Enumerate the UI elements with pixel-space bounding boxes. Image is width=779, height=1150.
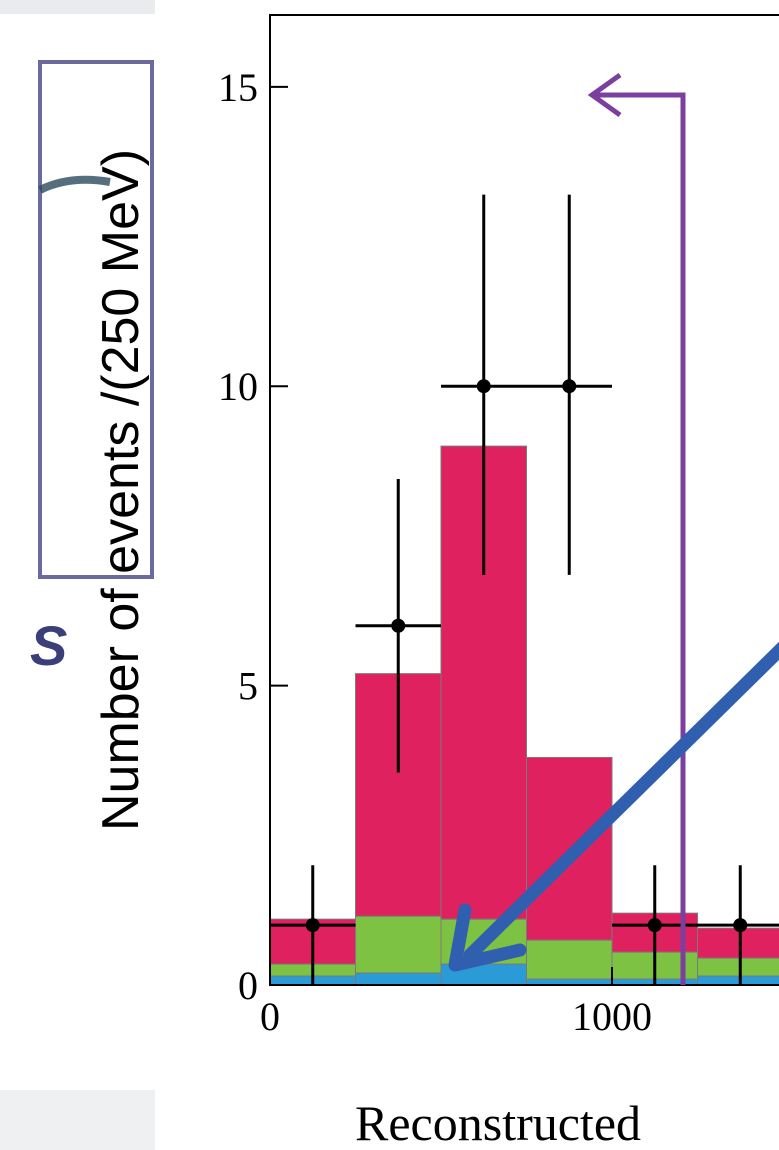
background-strip [0,0,155,14]
data-point [306,918,320,932]
data-point [477,379,491,393]
data-point [648,918,662,932]
background-strip [0,1090,155,1150]
data-point [562,379,576,393]
data-point [733,918,747,932]
bar-segment [698,976,779,985]
x-axis-label: Reconstructed [355,1095,641,1150]
y-tick-label: 5 [238,664,258,709]
data-point [391,619,405,633]
x-tick-label: 0 [260,994,280,1039]
slide: S 0 5 10 15 0 1000 Number of events /(250 MeV… [0,0,779,1150]
y-tick-label: 15 [218,65,258,110]
bar-segment [356,973,442,985]
bar-segment [698,928,779,958]
bars [270,195,779,985]
bar-segment [356,916,442,973]
x-tick-label: 1000 [572,994,652,1039]
background-letter: S [30,614,67,677]
bar-segment [698,958,779,976]
y-tick-label: 10 [218,364,258,409]
y-tick-label: 0 [238,963,258,1008]
plot: 0 5 10 15 0 1000 [218,65,779,1039]
bar-segment [527,940,613,979]
y-axis-label: Number of events /(250 MeV) [92,149,150,831]
